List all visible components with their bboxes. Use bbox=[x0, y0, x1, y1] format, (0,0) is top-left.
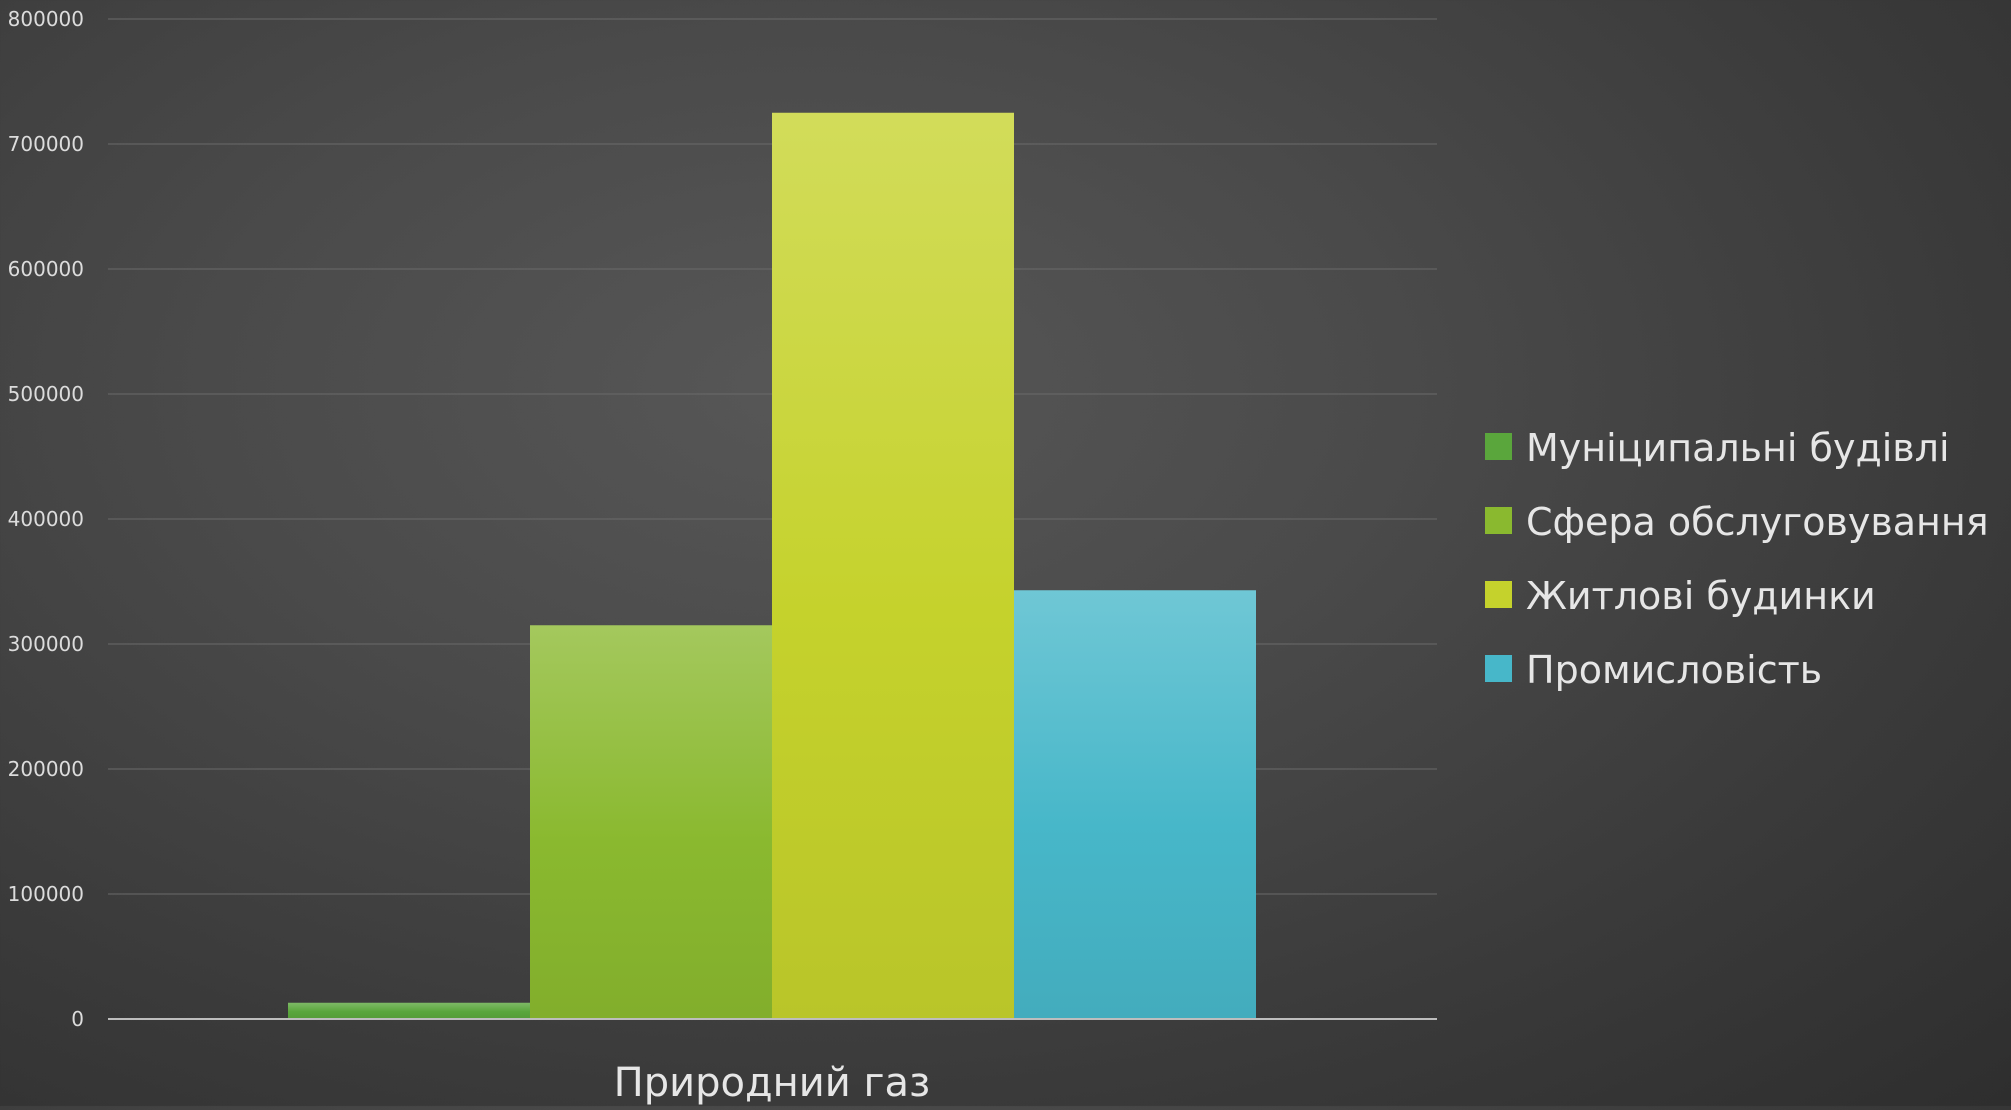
legend-label: Сфера обслуговування bbox=[1526, 500, 1989, 544]
y-tick-label: 700000 bbox=[8, 132, 84, 156]
legend-label: Промисловість bbox=[1526, 648, 1822, 692]
legend-label: Муніципальні будівлі bbox=[1526, 426, 1950, 470]
legend-swatch bbox=[1485, 433, 1512, 460]
y-tick-label: 600000 bbox=[8, 257, 84, 281]
legend-swatch bbox=[1485, 507, 1512, 534]
legend-swatch bbox=[1485, 581, 1512, 608]
y-tick-label: 200000 bbox=[8, 757, 84, 781]
bar-2 bbox=[530, 625, 772, 1019]
y-tick-label: 300000 bbox=[8, 632, 84, 656]
legend-label: Житлові будинки bbox=[1526, 574, 1876, 618]
bars bbox=[288, 112, 1256, 1019]
x-category-label: Природний газ bbox=[614, 1060, 931, 1106]
legend: Муніципальні будівлі Сфера обслуговування… bbox=[1485, 426, 1989, 692]
bar-1 bbox=[288, 1002, 530, 1019]
legend-swatch bbox=[1485, 655, 1512, 682]
y-tick-label: 100000 bbox=[8, 882, 84, 906]
y-tick-label: 500000 bbox=[8, 382, 84, 406]
y-tick-label: 0 bbox=[71, 1007, 84, 1031]
bar-4 bbox=[1014, 590, 1256, 1019]
bar-3 bbox=[772, 112, 1014, 1019]
axes: 0 100000 200000 300000 400000 500000 600000 700… bbox=[8, 7, 1437, 1106]
y-tick-label: 800000 bbox=[8, 7, 84, 31]
y-tick-label: 400000 bbox=[8, 507, 84, 531]
